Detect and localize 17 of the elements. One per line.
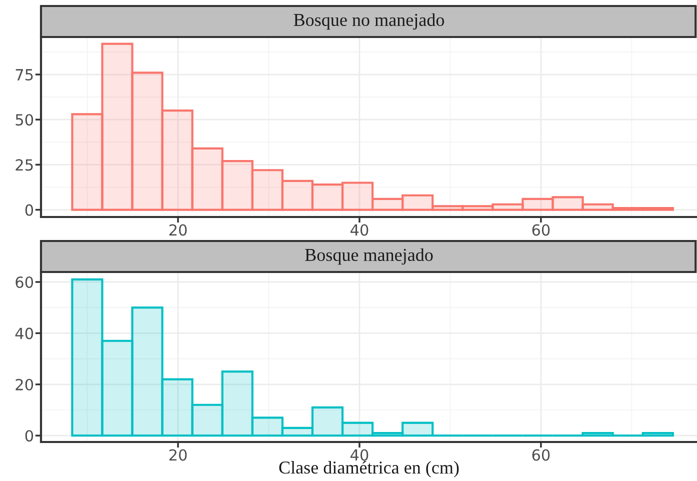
y-tick-label: 60 bbox=[16, 276, 34, 288]
chart-title: Bosque no manejado bbox=[294, 13, 444, 30]
y-tick-label: 25 bbox=[16, 159, 33, 171]
x-tick-label: 60 bbox=[532, 449, 550, 461]
y-tick-label: 40 bbox=[15, 328, 34, 340]
y-tick-label: 0 bbox=[25, 204, 34, 216]
y-tick-label: 50 bbox=[16, 114, 34, 126]
y-tick-label: 20 bbox=[16, 378, 34, 390]
x-tick-label: 20 bbox=[169, 449, 187, 461]
x-tick-label: 40 bbox=[350, 449, 368, 461]
x-tick-label: 20 bbox=[169, 224, 187, 236]
y-tick-label: 0 bbox=[25, 430, 34, 442]
y-tick-label: 75 bbox=[16, 69, 33, 81]
x-axis-title: Clase diamétrica en (cm) bbox=[279, 460, 459, 478]
chart-title: Bosque manejado bbox=[305, 248, 433, 265]
x-tick-label: 60 bbox=[532, 224, 550, 236]
x-tick-label: 40 bbox=[350, 224, 368, 236]
